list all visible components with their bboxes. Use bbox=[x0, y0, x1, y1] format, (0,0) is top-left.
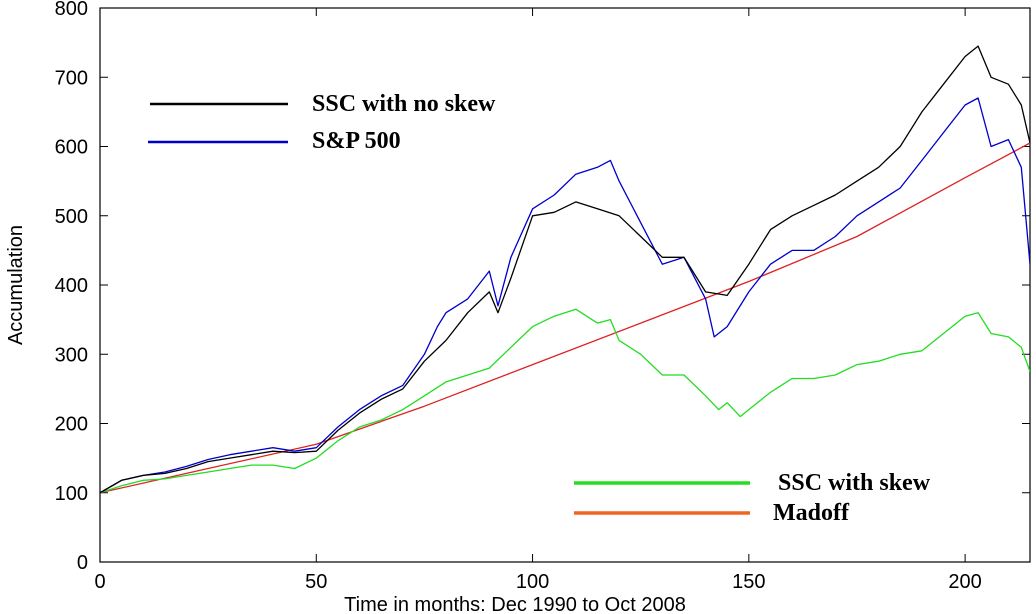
series-line-madoff bbox=[100, 142, 1030, 494]
series-line-s-p-500 bbox=[100, 97, 1030, 494]
legend-label-ssc-with-no-skew: SSC with no skew bbox=[312, 91, 496, 117]
x-tick-label: 150 bbox=[732, 571, 765, 593]
y-tick-label: 800 bbox=[55, 0, 88, 20]
y-tick-label: 700 bbox=[55, 67, 88, 89]
axes: 0 100 200 300 400 500 600 700 800 0 50 100 150 200 bbox=[55, 0, 1031, 593]
x-axis-title: Time in months: Dec 1990 to Oct 2008 bbox=[344, 594, 686, 614]
y-tick-label: 200 bbox=[55, 414, 88, 436]
series-lines bbox=[100, 45, 1030, 494]
x-tick-label: 100 bbox=[516, 571, 549, 593]
series-line-ssc-with-no-skew bbox=[100, 45, 1030, 494]
y-tick-label: 0 bbox=[77, 552, 88, 574]
x-tick-label: 50 bbox=[305, 571, 327, 593]
legend: SSC with no skew S&P 500 SSC with skew Mado… bbox=[148, 91, 931, 526]
y-tick-label: 400 bbox=[55, 275, 88, 297]
x-tick-label: 0 bbox=[94, 571, 105, 593]
y-tick-label: 500 bbox=[55, 206, 88, 228]
legend-label-ssc-with-skew: SSC with skew bbox=[778, 470, 931, 496]
y-tick-label: 300 bbox=[55, 344, 88, 366]
legend-label-madoff: Madoff bbox=[773, 500, 850, 526]
x-tick-label: 200 bbox=[948, 571, 981, 593]
legend-label-s-p-500: S&P 500 bbox=[312, 128, 401, 154]
y-axis-title: Accumulation bbox=[5, 225, 27, 345]
series-line-ssc-with-skew bbox=[100, 308, 1030, 494]
y-tick-label: 600 bbox=[55, 137, 88, 159]
y-tick-label: 100 bbox=[55, 483, 88, 505]
